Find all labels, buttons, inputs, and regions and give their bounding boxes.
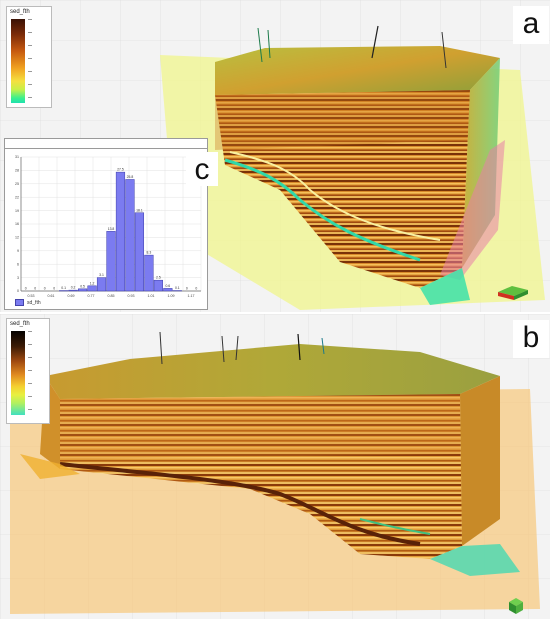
histogram-bar-label: 0.6 xyxy=(165,284,170,288)
histogram-y-tick-label: 9 xyxy=(17,249,19,253)
color-legend-a-bar xyxy=(11,19,25,103)
histogram-bar-label: 0 xyxy=(195,287,197,291)
histogram-y-tick-label: 3 xyxy=(17,276,19,280)
histogram-bar-label: 27.5 xyxy=(117,168,124,172)
orientation-axis-icon-b xyxy=(509,598,523,614)
seismic-volume-b xyxy=(0,314,550,619)
panel-label-a: a xyxy=(513,6,549,44)
histogram-bar xyxy=(134,212,145,292)
histogram-y-tick-label: 6 xyxy=(17,262,19,266)
histogram-bar xyxy=(87,285,97,292)
histogram-bar xyxy=(68,289,78,292)
histogram-bar-label: 0.5 xyxy=(80,284,85,288)
histogram-legend-label: sd_fth xyxy=(27,299,41,306)
histogram-bar-label: 0 xyxy=(34,287,36,291)
histogram-x-tick-label: 0.53 xyxy=(28,294,35,298)
panel-b: sed_fth b xyxy=(0,314,550,619)
histogram-bar xyxy=(115,171,126,292)
histogram-legend-swatch xyxy=(15,299,24,306)
histogram-bar-label: 3.1 xyxy=(99,273,104,277)
color-legend-b: sed_fth xyxy=(6,318,50,424)
histogram-bar-label: 0 xyxy=(53,287,55,291)
panel-separator xyxy=(0,312,550,314)
color-legend-a: sed_fth xyxy=(6,6,52,108)
panel-label-b: b xyxy=(513,320,549,358)
histogram-bar-label: 0 xyxy=(186,287,188,291)
color-legend-a-title: sed_fth xyxy=(10,9,30,15)
histogram-bar-label: 13.8 xyxy=(108,227,115,231)
histogram-bar xyxy=(125,179,135,292)
color-legend-a-ticks xyxy=(28,19,48,103)
histogram-x-tick-label: 1.09 xyxy=(168,294,175,298)
histogram-y-tick-label: 25 xyxy=(15,182,19,186)
histogram-bar-label: 2.5 xyxy=(156,276,161,280)
histogram-y-tick-label: 12 xyxy=(15,236,19,240)
histogram-y-tick-label: 16 xyxy=(15,222,19,226)
histogram-x-tick-label: 0.69 xyxy=(68,294,75,298)
histogram-bar-label: 0.2 xyxy=(71,286,76,290)
histogram-x-tick-label: 0.93 xyxy=(128,294,135,298)
histogram-x-tick-label: 1.01 xyxy=(148,294,155,298)
histogram-legend: sd_fth xyxy=(15,299,41,306)
histogram-bar xyxy=(153,279,163,292)
color-legend-b-bar xyxy=(11,331,25,415)
histogram-y-tick-label: 0 xyxy=(17,289,19,293)
histogram-x-tick-label: 1.17 xyxy=(188,294,195,298)
histogram-y-tick-label: 22 xyxy=(15,195,19,199)
histogram-bar-label: 0.1 xyxy=(61,286,66,290)
histogram-bar-label: 0 xyxy=(44,287,46,291)
histogram-bar-label: 8.3 xyxy=(147,251,152,255)
color-legend-b-title: sed_fth xyxy=(10,321,30,327)
orientation-axis-icon-a xyxy=(498,286,528,300)
histogram-bar-label: 1.2 xyxy=(90,281,95,285)
histogram-bar xyxy=(163,288,173,292)
histogram-bar-label: 0.1 xyxy=(175,286,180,290)
color-legend-b-ticks xyxy=(28,331,48,415)
histogram-bar xyxy=(106,231,116,292)
histogram-x-tick-label: 0.61 xyxy=(48,294,55,298)
histogram-y-tick-label: 19 xyxy=(15,209,19,213)
histogram-bar-label: 0 xyxy=(25,287,27,291)
histogram-panel: 0 0 0 0 0.1 0.2 0.5 1.2 3.1 13.8 27.5 25.8 18.1 8.3 2.… xyxy=(4,148,208,310)
histogram-y-tick-label: 31 xyxy=(15,155,19,159)
histogram-bar xyxy=(144,254,154,292)
histogram-x-tick-label: 0.85 xyxy=(108,294,115,298)
panel-label-c: c xyxy=(186,152,218,186)
histogram-bar-label: 25.8 xyxy=(127,175,134,179)
panel-a: 0 0 0 0 0.1 0.2 0.5 1.2 3.1 13.8 27.5 25.8 18.1 8.3 2.… xyxy=(0,0,550,312)
histogram-bar xyxy=(77,288,88,292)
histogram-x-tick-label: 0.77 xyxy=(88,294,95,298)
histogram-bar xyxy=(96,277,107,292)
histogram-chart: 0 0 0 0 0.1 0.2 0.5 1.2 3.1 13.8 27.525.8 18.1 8.3 2.… xyxy=(15,155,202,298)
histogram-bar-label: 18.1 xyxy=(136,208,143,212)
seismic-volume-a xyxy=(0,0,550,312)
histogram-y-tick-label: 28 xyxy=(15,169,19,173)
